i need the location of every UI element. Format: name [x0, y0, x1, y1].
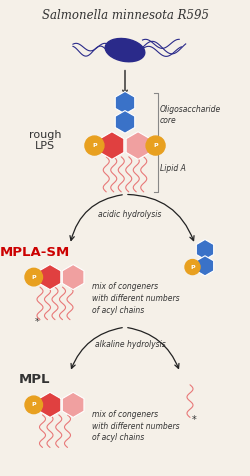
Polygon shape — [39, 392, 61, 417]
Circle shape — [185, 259, 200, 275]
Polygon shape — [115, 91, 135, 114]
Text: mix of congeners
with different numbers
of acyl chains: mix of congeners with different numbers … — [92, 282, 180, 315]
Polygon shape — [62, 265, 84, 289]
Text: *: * — [192, 415, 196, 425]
Text: mix of congeners
with different numbers
of acyl chains: mix of congeners with different numbers … — [92, 410, 180, 443]
Text: P: P — [190, 265, 195, 269]
Polygon shape — [196, 239, 214, 259]
Text: rough
LPS: rough LPS — [29, 130, 61, 151]
Circle shape — [25, 396, 42, 414]
Polygon shape — [115, 110, 135, 133]
Text: P: P — [32, 275, 36, 279]
Text: P: P — [32, 402, 36, 407]
Circle shape — [25, 268, 42, 286]
Text: Oligosaccharide
core: Oligosaccharide core — [160, 105, 221, 125]
Polygon shape — [100, 132, 124, 159]
Text: acidic hydrolysis: acidic hydrolysis — [98, 210, 162, 219]
Ellipse shape — [105, 39, 145, 62]
Circle shape — [146, 136, 165, 155]
Circle shape — [85, 136, 104, 155]
Text: Salmonella minnesota R595: Salmonella minnesota R595 — [42, 9, 208, 21]
Text: MPL: MPL — [19, 373, 51, 387]
Text: P: P — [153, 143, 158, 148]
Polygon shape — [196, 256, 214, 276]
Text: Lipid A: Lipid A — [160, 164, 186, 173]
Polygon shape — [39, 265, 61, 289]
Polygon shape — [126, 132, 150, 159]
Polygon shape — [62, 392, 84, 417]
Text: alkaline hydrolysis: alkaline hydrolysis — [94, 340, 166, 349]
Text: MPLA-SM: MPLA-SM — [0, 246, 70, 258]
Text: P: P — [92, 143, 97, 148]
Text: *: * — [35, 317, 40, 327]
